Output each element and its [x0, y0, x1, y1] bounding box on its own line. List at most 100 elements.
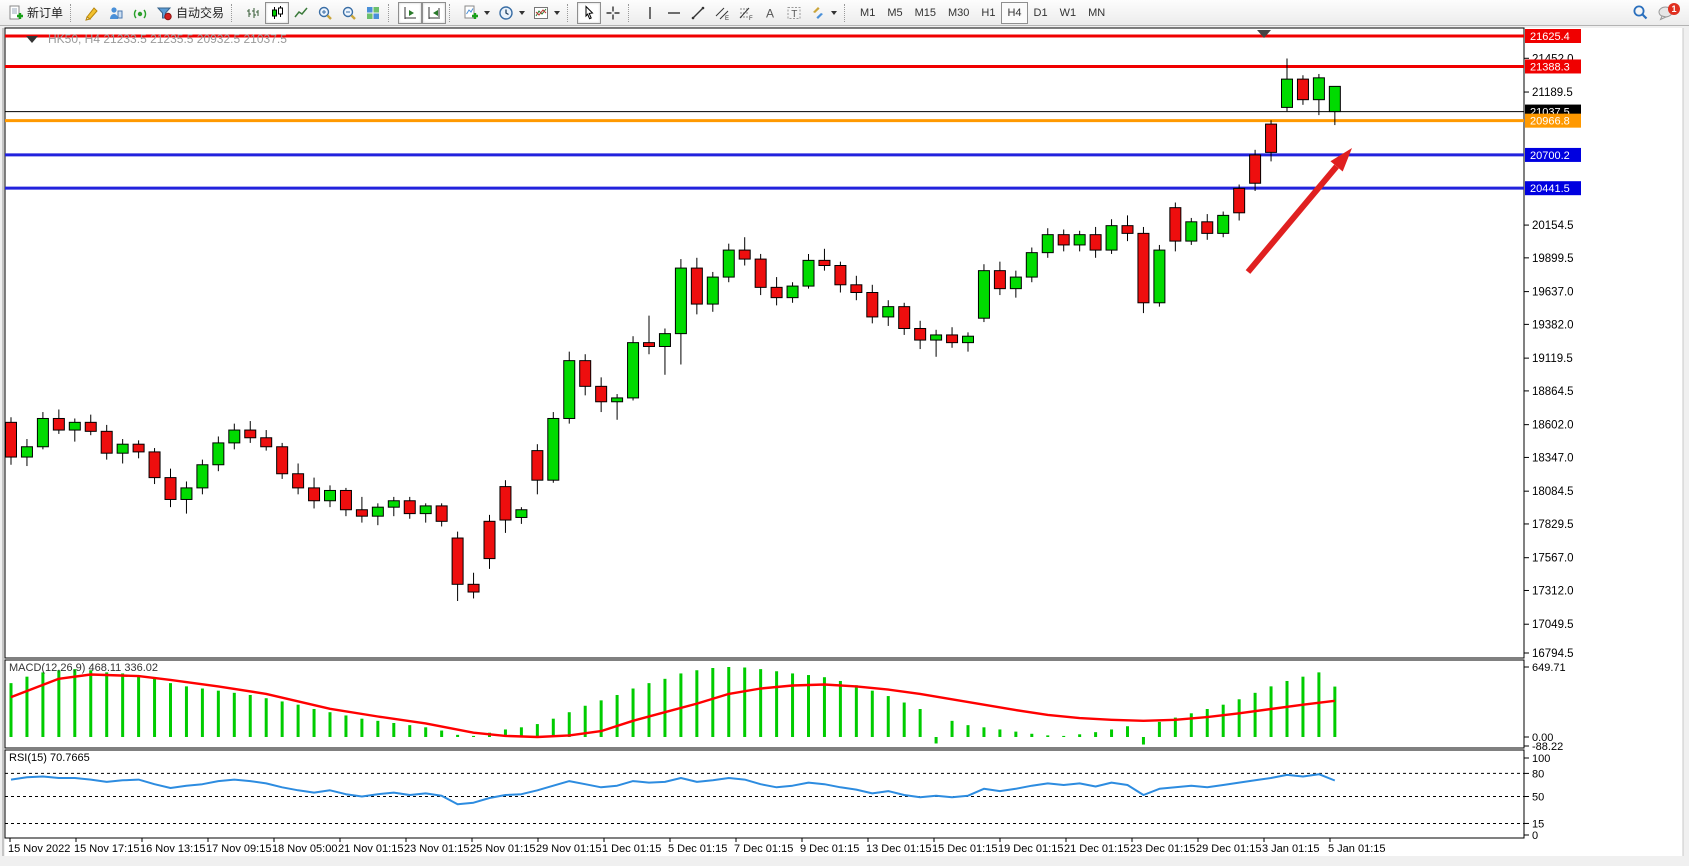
crayon-button[interactable]: [80, 2, 104, 24]
fibonacci-button[interactable]: F: [734, 2, 758, 24]
horizontal-line-button[interactable]: [662, 2, 686, 24]
time-tick-label: 5 Jan 01:15: [1328, 843, 1386, 855]
candle-body: [786, 285, 799, 299]
axis-tick-label: 16794.5: [1532, 648, 1574, 660]
auto-trading-button[interactable]: 自动交易: [152, 2, 228, 24]
macd-label: MACD(12,26,9) 468.11 336.02: [9, 662, 158, 674]
axis-tick-label: 17567.0: [1532, 553, 1574, 565]
axis-tick-label: 21189.5: [1532, 87, 1573, 99]
add-indicator-button[interactable]: [459, 2, 494, 24]
rsi-pane: [4, 749, 1525, 839]
candle-body: [292, 473, 305, 489]
axis-tick-label: 18864.5: [1532, 386, 1574, 398]
text-label-icon: T: [787, 6, 801, 20]
periods-button[interactable]: [494, 2, 529, 24]
macd-indicator: MACD(12,26,9) 468.11 336.02 649.71 0.00-88…: [9, 662, 1566, 753]
candle-body: [84, 421, 97, 432]
candlestick-button[interactable]: [265, 1, 290, 24]
auto-scroll-button[interactable]: [422, 1, 447, 24]
trendline-button[interactable]: [686, 2, 710, 24]
text-button[interactable]: A: [758, 2, 782, 24]
time-tick-label: 23 Nov 01:15: [404, 843, 469, 855]
rsi-line: [10, 773, 1336, 806]
vertical-line-button[interactable]: [638, 2, 662, 24]
chat-button[interactable]: 1: [1653, 2, 1680, 24]
channel-button[interactable]: E: [710, 2, 734, 24]
candle-body: [132, 443, 145, 453]
chart-menu-arrow-icon[interactable]: [26, 36, 38, 43]
timeframe-M1[interactable]: M1: [860, 6, 876, 19]
candle-body: [1041, 234, 1054, 254]
time-tick-label: 15 Nov 2022: [8, 843, 70, 855]
candle-body: [993, 270, 1006, 290]
time-tick-label: 21 Nov 01:15: [338, 843, 403, 855]
candle-body: [770, 286, 783, 299]
candle-body: [387, 500, 400, 508]
add-indicator-icon: [464, 5, 479, 19]
macd-axis-label: 0.00: [1532, 732, 1553, 744]
templates-button[interactable]: [529, 2, 564, 24]
price-badge-20700.2: [1525, 147, 1581, 162]
zoom-out-button[interactable]: [337, 2, 361, 24]
candle-body: [754, 258, 767, 288]
bar-chart-button[interactable]: [241, 2, 265, 24]
candle-body: [946, 334, 959, 344]
chart-title: HK50, H4 21233.5 21235.5 20932.5 21037.5: [48, 32, 287, 46]
market-watch-button[interactable]: [104, 2, 128, 24]
trend-arrow[interactable]: [1245, 164, 1339, 274]
candle-body: [467, 583, 480, 593]
svg-text:A: A: [766, 6, 774, 20]
search-button[interactable]: [1628, 2, 1653, 24]
time-tick-label: 17 Nov 09:15: [206, 843, 271, 855]
axis-tick-label: 17049.5: [1532, 619, 1574, 631]
timeframe-MN[interactable]: MN: [1088, 6, 1106, 19]
candle-body: [1233, 187, 1246, 214]
tile-windows-button[interactable]: [361, 2, 385, 24]
arrows-icon: [813, 6, 824, 19]
candle-body: [276, 446, 289, 475]
candle-body: [324, 489, 336, 502]
candle-body: [850, 284, 863, 294]
time-tick-label: 9 Dec 01:15: [800, 843, 859, 855]
crosshair-button[interactable]: [601, 2, 625, 24]
candle-body: [5, 421, 17, 458]
line-chart-button[interactable]: [289, 2, 313, 24]
candle-body: [595, 385, 608, 403]
candle-body: [435, 505, 448, 522]
right-gutter: [1684, 28, 1689, 856]
candle-body: [690, 267, 703, 305]
signals-button[interactable]: [128, 2, 152, 24]
chevron-down-icon: [484, 10, 491, 15]
candle-body: [180, 487, 193, 500]
new-order-button[interactable]: 新订单: [4, 2, 67, 24]
timeframe-M5[interactable]: M5: [887, 6, 903, 19]
timeframe-buttons: M1 M5 M15 M30 H1 H4 D1 W1 MN: [854, 1, 1111, 24]
time-tick-label: 1 Dec 01:15: [602, 843, 661, 855]
candles: [5, 58, 1341, 602]
zoom-in-button[interactable]: [313, 2, 337, 24]
chevron-down-icon: [831, 10, 838, 15]
candle-body: [483, 520, 496, 560]
candle-body: [1121, 225, 1134, 234]
timeframe-H4[interactable]: H4: [1001, 1, 1028, 24]
timeframe-W1[interactable]: W1: [1059, 6, 1077, 19]
text-label-button[interactable]: T: [782, 2, 806, 24]
axis-tick-label: 18084.5: [1532, 486, 1574, 498]
trend-arrow-head[interactable]: [1330, 148, 1352, 172]
arrows-button[interactable]: [806, 2, 841, 24]
auto-trading-icon: [156, 7, 172, 20]
time-tick-label: 29 Nov 01:15: [536, 843, 601, 855]
timeframe-M15[interactable]: M15: [914, 6, 936, 19]
timeframe-M30[interactable]: M30: [948, 6, 970, 19]
cursor-button[interactable]: [577, 1, 602, 24]
candle-body: [531, 450, 544, 481]
toolbar-grip: [844, 3, 850, 22]
candle-body: [563, 360, 576, 419]
shift-marker-icon[interactable]: [1257, 30, 1271, 38]
timeframe-D1[interactable]: D1: [1033, 6, 1048, 19]
timeframe-H1[interactable]: H1: [981, 6, 996, 19]
candle-body: [371, 506, 384, 517]
price-badge-label: 20700.2: [1530, 150, 1570, 162]
chart-shift-button[interactable]: [398, 1, 423, 24]
